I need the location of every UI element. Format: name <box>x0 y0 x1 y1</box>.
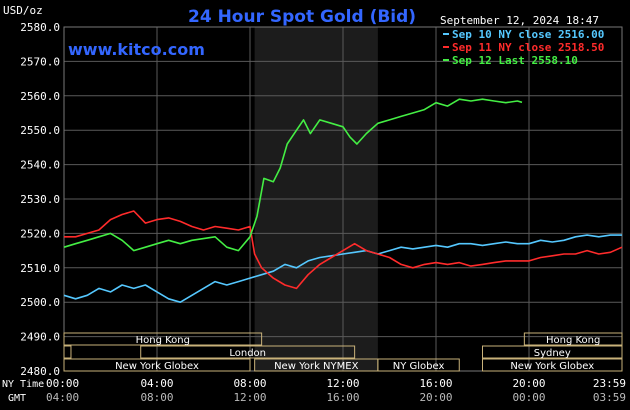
gmt-label: GMT <box>8 393 26 404</box>
y-tick-label: 2480.0 <box>20 365 60 378</box>
session-label: London <box>229 348 266 359</box>
session-bar <box>140 345 356 359</box>
ny-time-tick: 20:00 <box>512 377 545 390</box>
session-bar <box>482 358 623 372</box>
y-tick-label: 2490.0 <box>20 331 60 344</box>
ny-time-tick: 08:00 <box>233 377 266 390</box>
legend-swatch <box>443 33 449 35</box>
session-label: New York Globex <box>510 361 594 372</box>
trading-sessions: Hong Kong Hong Kong London Sydney New York G… <box>63 332 623 372</box>
session-bar <box>63 332 263 346</box>
session-bar <box>523 332 623 346</box>
series-line-2 <box>64 210 623 290</box>
unit-label: USD/oz <box>3 4 43 17</box>
y-tick-label: 2550.0 <box>20 124 60 137</box>
session-label: New York Globex <box>115 361 199 372</box>
y-tick-label: 2570.0 <box>20 55 60 68</box>
ny-time-tick: 23:59 <box>593 377 626 390</box>
ny-time-tick: 16:00 <box>419 377 452 390</box>
gmt-time-tick: 00:00 <box>512 391 545 404</box>
x-axis-ticks: 00:00 04:00 08:00 12:00 16:00 20:00 23:5904:00… <box>46 377 626 404</box>
y-tick-label: 2540.0 <box>20 159 60 172</box>
legend-swatch <box>443 59 449 61</box>
session-label: New York NYMEX <box>274 361 359 372</box>
y-axis-ticks: 2480.0 2490.0 2500.0 2510.0 2520.0 2530.0 2540… <box>20 21 60 378</box>
legend-entry: Sep 11 NY close 2518.50 <box>452 41 604 54</box>
y-tick-label: 2510.0 <box>20 262 60 275</box>
series-line-3 <box>63 98 523 252</box>
legend-entry: Sep 12 Last 2558.10 <box>452 54 578 67</box>
session-bar <box>482 345 623 359</box>
chart-title: 24 Hour Spot Gold (Bid) <box>188 7 416 27</box>
timestamp: September 12, 2024 18:47 <box>440 14 599 27</box>
session-label: Hong Kong <box>136 335 190 346</box>
session-label: Hong Kong <box>546 335 600 346</box>
session-bar <box>63 345 72 359</box>
ny-time-tick: 00:00 <box>46 377 79 390</box>
session-bar <box>63 358 251 372</box>
y-tick-label: 2520.0 <box>20 227 60 240</box>
y-tick-label: 2560.0 <box>20 90 60 103</box>
gmt-time-tick: 16:00 <box>326 391 359 404</box>
y-tick-label: 2580.0 <box>20 21 60 34</box>
ny-time-tick: 12:00 <box>326 377 359 390</box>
gmt-time-tick: 04:00 <box>46 391 79 404</box>
session-label: NY Globex <box>393 361 445 372</box>
session-label: Sydney <box>534 348 571 359</box>
gmt-time-tick: 20:00 <box>419 391 452 404</box>
series-line-1 <box>63 234 622 304</box>
ny-time-label: NY Time <box>2 379 44 390</box>
session-bar <box>377 358 460 372</box>
legend-swatch <box>443 46 449 48</box>
y-tick-label: 2500.0 <box>20 296 60 309</box>
gmt-time-tick: 03:59 <box>593 391 626 404</box>
legend-entry: Sep 10 NY close 2516.00 <box>452 28 604 41</box>
y-tick-label: 2530.0 <box>20 193 60 206</box>
ny-time-tick: 04:00 <box>140 377 173 390</box>
gmt-time-tick: 08:00 <box>140 391 173 404</box>
gmt-time-tick: 12:00 <box>233 391 266 404</box>
watermark: www.kitco.com <box>68 40 205 59</box>
price-series <box>63 98 623 304</box>
